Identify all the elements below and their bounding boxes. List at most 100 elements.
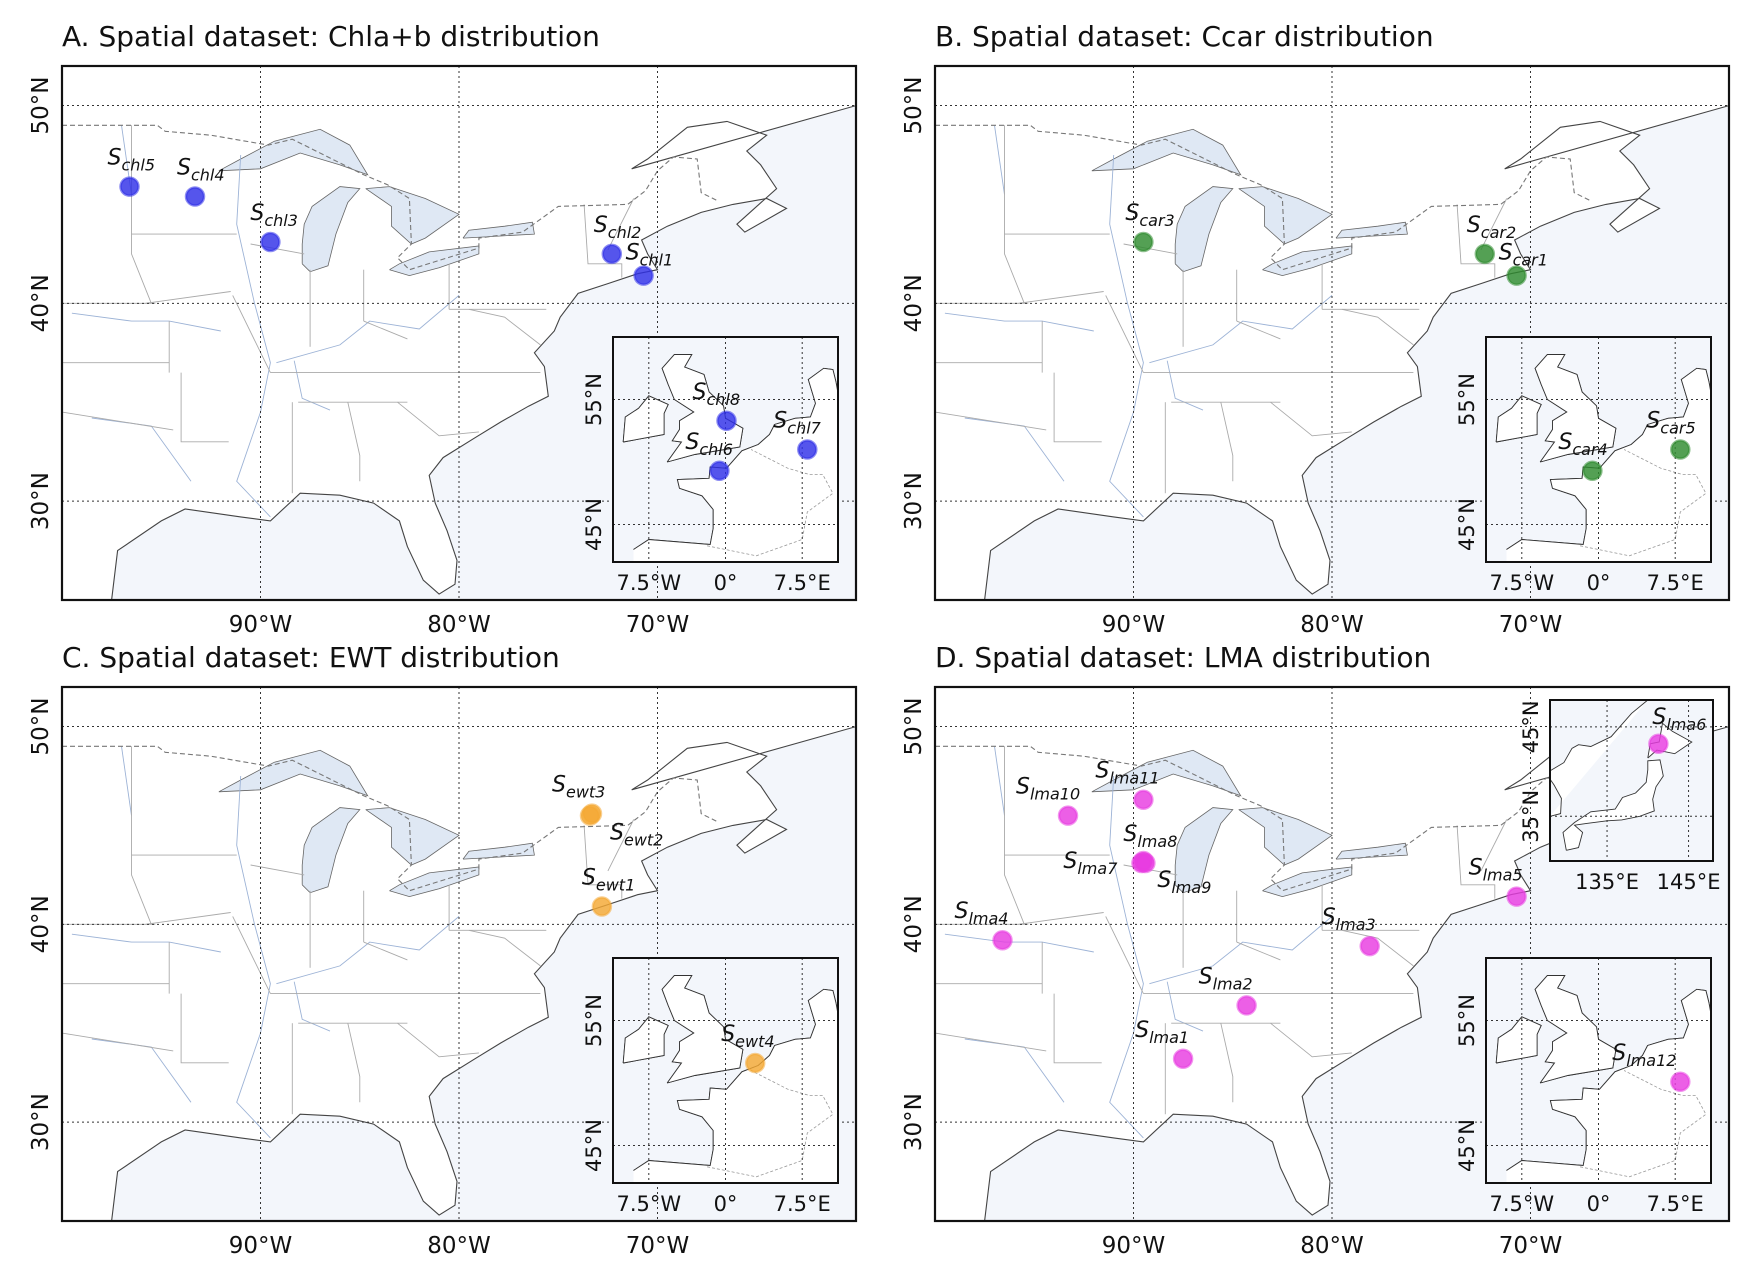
site-label-lma4: Slma4: [955, 899, 1009, 928]
inset-x-tick: 145°E: [1657, 870, 1721, 894]
river: [276, 295, 460, 364]
inset-y-tick: 55°N: [1455, 373, 1479, 426]
state-border: [1341, 929, 1414, 967]
site-chl1: Schl1: [626, 241, 674, 286]
site-car4: Scar4: [1558, 430, 1608, 482]
site-label-chl5: Schl5: [108, 146, 156, 175]
site-lma9: Slma9: [1135, 852, 1211, 897]
site-marker-chl2: [601, 243, 623, 265]
inset-britain: [661, 975, 744, 1084]
inset-y-tick: 45°N: [582, 1119, 606, 1172]
inset-britain: [1534, 354, 1617, 463]
state-border: [1220, 1023, 1234, 1103]
state-border: [607, 819, 635, 872]
site-marker-car1: [1506, 265, 1527, 286]
x-tick-label: 90°W: [229, 1233, 293, 1259]
great-lake: [218, 128, 369, 176]
state-border: [180, 372, 229, 443]
inset-map: Slma6 135°E 145°E 45°N 35°N: [1519, 699, 1721, 894]
inset-ireland: [1495, 1016, 1542, 1064]
great-lake: [218, 749, 369, 797]
inset-border: [707, 449, 834, 557]
river: [944, 933, 1094, 953]
site-marker-chl8: [716, 410, 737, 432]
x-tick-label: 90°W: [1102, 1233, 1166, 1259]
site-lma4: Slma4: [955, 899, 1013, 951]
panel-title: B. Spatial dataset: Ccar distribution: [935, 20, 1434, 53]
inset-frame: [1549, 699, 1714, 862]
y-tick-label: 40°N: [28, 274, 54, 332]
site-marker-chl4: [184, 186, 206, 207]
state-border: [583, 204, 623, 278]
river: [1149, 916, 1333, 985]
y-tick-label: 30°N: [901, 1093, 927, 1151]
state-border: [1456, 825, 1496, 899]
great-lake: [1335, 221, 1408, 239]
x-tick-label: 80°W: [1300, 1233, 1364, 1259]
site-label-car2: Scar2: [1467, 213, 1516, 242]
site-marker-ewt4: [744, 1052, 766, 1074]
site-marker-chl1: [633, 265, 654, 286]
y-tick-label: 40°N: [901, 274, 927, 332]
site-label-lma5: Slma5: [1469, 856, 1523, 885]
site-label-lma10: Slma10: [1016, 775, 1080, 804]
site-ewt2: Sewt2: [579, 805, 663, 850]
panel-title: C. Spatial dataset: EWT distribution: [62, 641, 560, 674]
inset-y-tick: 55°N: [1455, 994, 1479, 1047]
river: [994, 125, 1005, 195]
inset-y-tick: 45°N: [1455, 498, 1479, 551]
panel-title: A. Spatial dataset: Chla+b distribution: [62, 20, 600, 53]
site-marker-car3: [1133, 231, 1154, 253]
inset-frame: [612, 957, 839, 1184]
state-border: [1236, 320, 1281, 340]
site-marker-car5: [1670, 439, 1691, 460]
inset-y-tick: 45°N: [582, 498, 606, 551]
site-label-chl1: Schl1: [626, 241, 674, 270]
inset-x-tick: 7.5°E: [1647, 1192, 1704, 1216]
state-border: [232, 916, 271, 994]
great-lake: [301, 807, 361, 894]
river: [236, 154, 271, 518]
inset-x-tick: 7.5°E: [774, 1192, 831, 1216]
y-tick-label: 50°N: [28, 77, 54, 135]
great-lake: [1238, 807, 1333, 866]
inset-frame: [612, 336, 839, 563]
great-lake: [365, 807, 460, 866]
river: [236, 775, 271, 1139]
site-marker-lma10: [1057, 805, 1079, 826]
site-label-lma11: Slma11: [1095, 759, 1159, 788]
inset-britain: [661, 354, 744, 463]
state-border: [180, 993, 229, 1064]
state-border: [363, 320, 408, 340]
state-border: [1480, 198, 1508, 251]
site-marker-lma12: [1670, 1071, 1691, 1093]
site-label-chl4: Schl4: [177, 156, 225, 185]
state-border: [607, 198, 635, 251]
inset-map: Schl8 Schl7 Schl6 7.5°W 0° 7.5°E 55°N 45°N: [582, 336, 839, 595]
site-marker-ewt1: [591, 896, 613, 917]
site-label-chl2: Schl2: [594, 213, 642, 242]
site-label-lma6: Slma6: [1652, 705, 1706, 734]
great-lake: [301, 186, 361, 273]
y-tick-label: 50°N: [28, 698, 54, 756]
site-lma12: Slma12: [1612, 1041, 1691, 1093]
state-border: [1053, 993, 1102, 1064]
inset-continent: [1506, 337, 1711, 562]
river: [71, 933, 221, 953]
site-label-ewt3: Sewt3: [552, 773, 605, 802]
site-label-ewt2: Sewt2: [610, 821, 663, 850]
x-tick-label: 90°W: [229, 612, 293, 638]
site-marker-chl6: [709, 460, 730, 482]
great-lake: [1238, 186, 1333, 245]
y-tick-label: 50°N: [901, 698, 927, 756]
river: [293, 360, 331, 411]
state-border: [397, 1022, 479, 1058]
site-label-ewt1: Sewt1: [582, 866, 635, 895]
y-tick-label: 50°N: [901, 77, 927, 135]
great-lake: [1262, 245, 1353, 277]
national-border: [62, 745, 718, 892]
inset-x-tick: 0°: [714, 1192, 738, 1216]
river: [944, 312, 1094, 332]
state-border: [1270, 1022, 1352, 1058]
